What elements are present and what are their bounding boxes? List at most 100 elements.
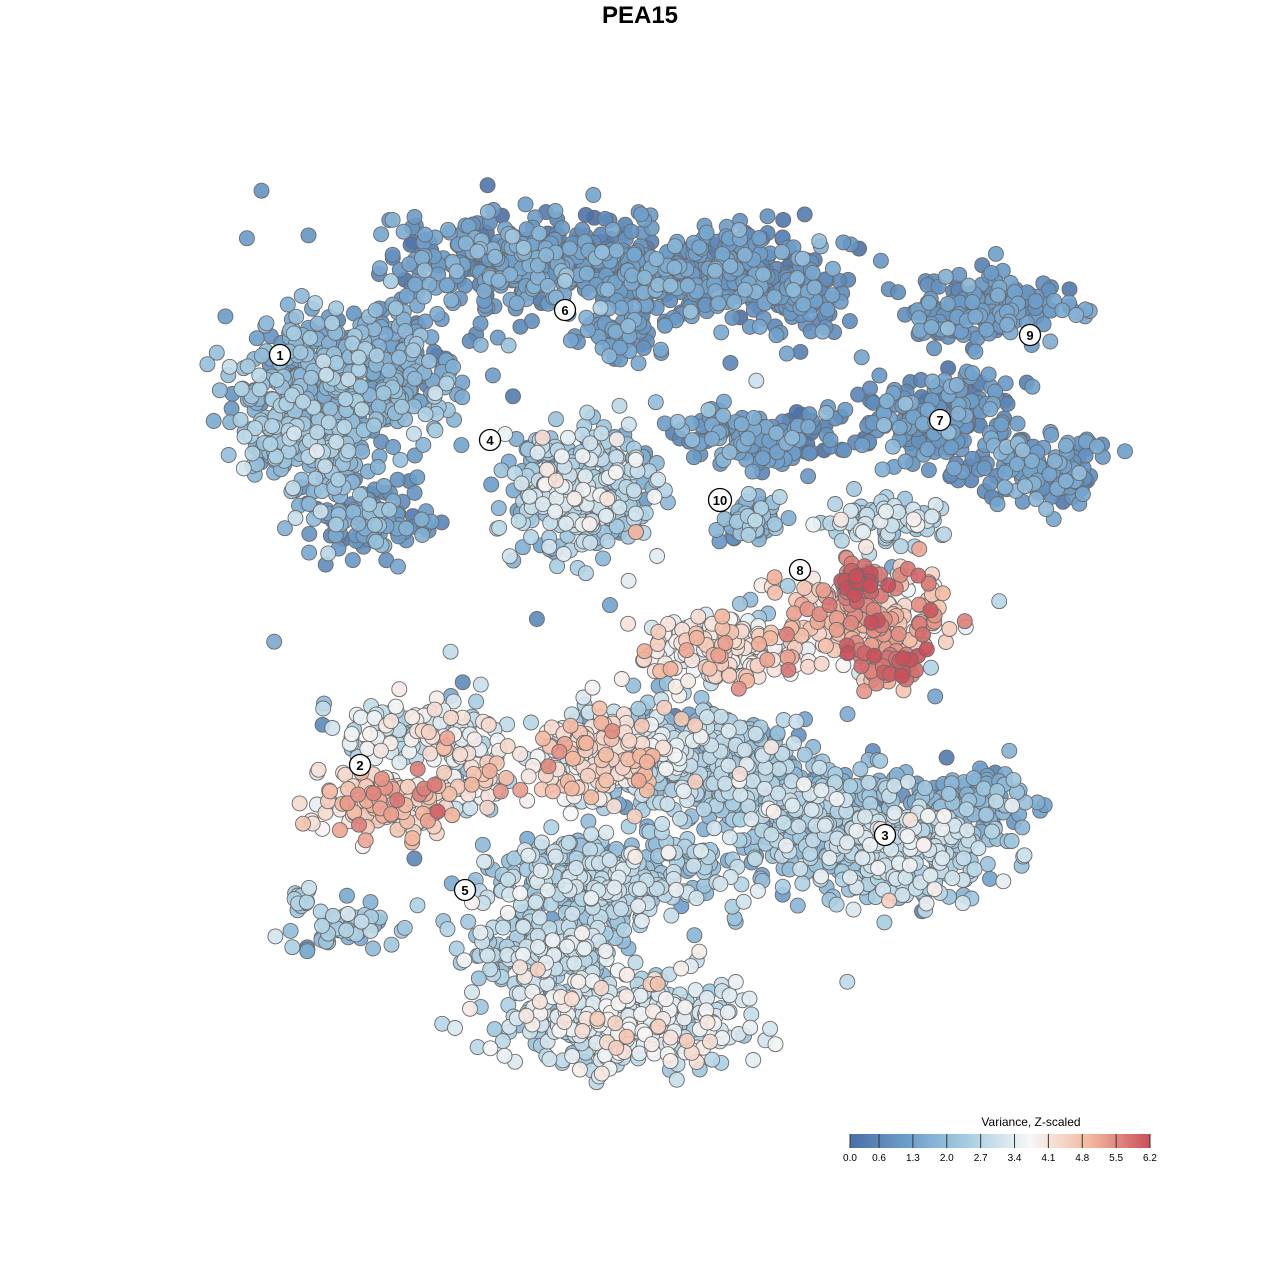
cell-point: [279, 296, 296, 313]
cell-point: [989, 496, 1006, 513]
cell-point: [453, 437, 470, 454]
cell-point: [401, 256, 418, 273]
cell-point: [796, 206, 813, 223]
cell-point: [340, 371, 357, 388]
cell-point: [739, 430, 756, 447]
cell-point: [662, 277, 679, 294]
cell-point: [233, 381, 250, 398]
cell-point: [406, 447, 423, 464]
cell-point: [874, 461, 891, 478]
cell-point: [1016, 847, 1033, 864]
cell-point: [685, 449, 702, 466]
cell-point: [454, 389, 471, 406]
cell-point: [1024, 378, 1041, 395]
cell-point: [417, 226, 434, 243]
cell-point: [547, 203, 564, 219]
cell-point: [302, 330, 319, 346]
cell-point: [479, 203, 496, 220]
cell-point: [724, 309, 741, 326]
cell-point: [501, 548, 518, 565]
cell-point: [774, 878, 791, 895]
cell-point: [416, 262, 433, 279]
cell-point: [344, 552, 361, 569]
cell-point: [554, 220, 571, 237]
cell-point: [406, 484, 423, 501]
cell-point: [406, 209, 423, 225]
cell-point: [967, 308, 984, 325]
cell-point: [785, 282, 802, 299]
cell-point: [398, 287, 415, 304]
cell-point: [768, 327, 785, 344]
cell-point: [759, 208, 776, 225]
point-layer: [199, 177, 1133, 1091]
cell-point: [557, 273, 574, 289]
cell-point: [997, 375, 1014, 392]
cell-point: [285, 325, 302, 342]
cell-point: [824, 287, 841, 304]
cell-point: [715, 407, 732, 424]
cell-point: [944, 870, 961, 887]
cell-point: [921, 294, 937, 311]
cell-point: [950, 405, 967, 422]
cell-point: [1001, 742, 1018, 759]
cell-point: [975, 780, 992, 797]
cell-point: [375, 385, 392, 402]
cell-point: [238, 230, 255, 247]
cell-point: [324, 720, 341, 736]
cell-point: [654, 816, 671, 832]
cell-point: [672, 810, 688, 827]
cell-point: [251, 367, 268, 384]
cell-point: [657, 317, 673, 334]
cell-point: [771, 489, 788, 505]
cell-point: [1043, 426, 1060, 443]
cell-point: [350, 515, 367, 532]
cell-point: [601, 852, 618, 869]
cell-point: [1068, 307, 1085, 323]
cell-point: [976, 460, 993, 477]
cell-point: [602, 597, 618, 614]
cell-point: [406, 370, 423, 387]
cell-point: [682, 303, 699, 320]
cell-point: [1057, 437, 1074, 454]
cell-point: [543, 819, 560, 836]
cell-point: [468, 693, 485, 710]
cell-point: [988, 793, 1005, 810]
cell-point: [479, 947, 496, 964]
cell-point: [775, 211, 792, 228]
cell-point: [599, 533, 616, 550]
cell-point: [476, 282, 493, 299]
cell-point: [489, 329, 506, 346]
cell-point: [464, 984, 480, 1001]
cell-point: [735, 893, 752, 910]
cell-point: [923, 659, 939, 676]
cell-point: [659, 796, 676, 812]
cell-point: [736, 742, 753, 759]
cell-point: [560, 834, 577, 851]
cell-point: [1089, 438, 1105, 455]
cell-point: [706, 820, 723, 837]
cell-point: [982, 870, 998, 887]
cell-point: [531, 225, 548, 242]
cell-point: [353, 401, 370, 418]
cell-point: [978, 321, 995, 338]
cell-point: [1014, 442, 1031, 459]
cell-point: [1035, 316, 1052, 333]
cell-point: [1061, 281, 1078, 298]
cell-point: [814, 323, 831, 340]
cell-point: [623, 223, 640, 240]
cell-point: [393, 398, 410, 415]
cell-point: [789, 897, 806, 914]
cell-point: [253, 347, 270, 364]
cell-point: [205, 413, 222, 429]
cell-point: [1009, 456, 1025, 473]
cell-point: [370, 398, 387, 415]
cell-point: [876, 914, 893, 931]
cell-point: [307, 470, 324, 487]
cell-point: [339, 887, 355, 904]
cell-point: [479, 177, 496, 194]
cell-point: [987, 245, 1004, 262]
cell-point: [336, 419, 353, 436]
cell-point: [601, 348, 618, 365]
cell-point: [390, 349, 407, 366]
cell-point: [307, 295, 324, 312]
